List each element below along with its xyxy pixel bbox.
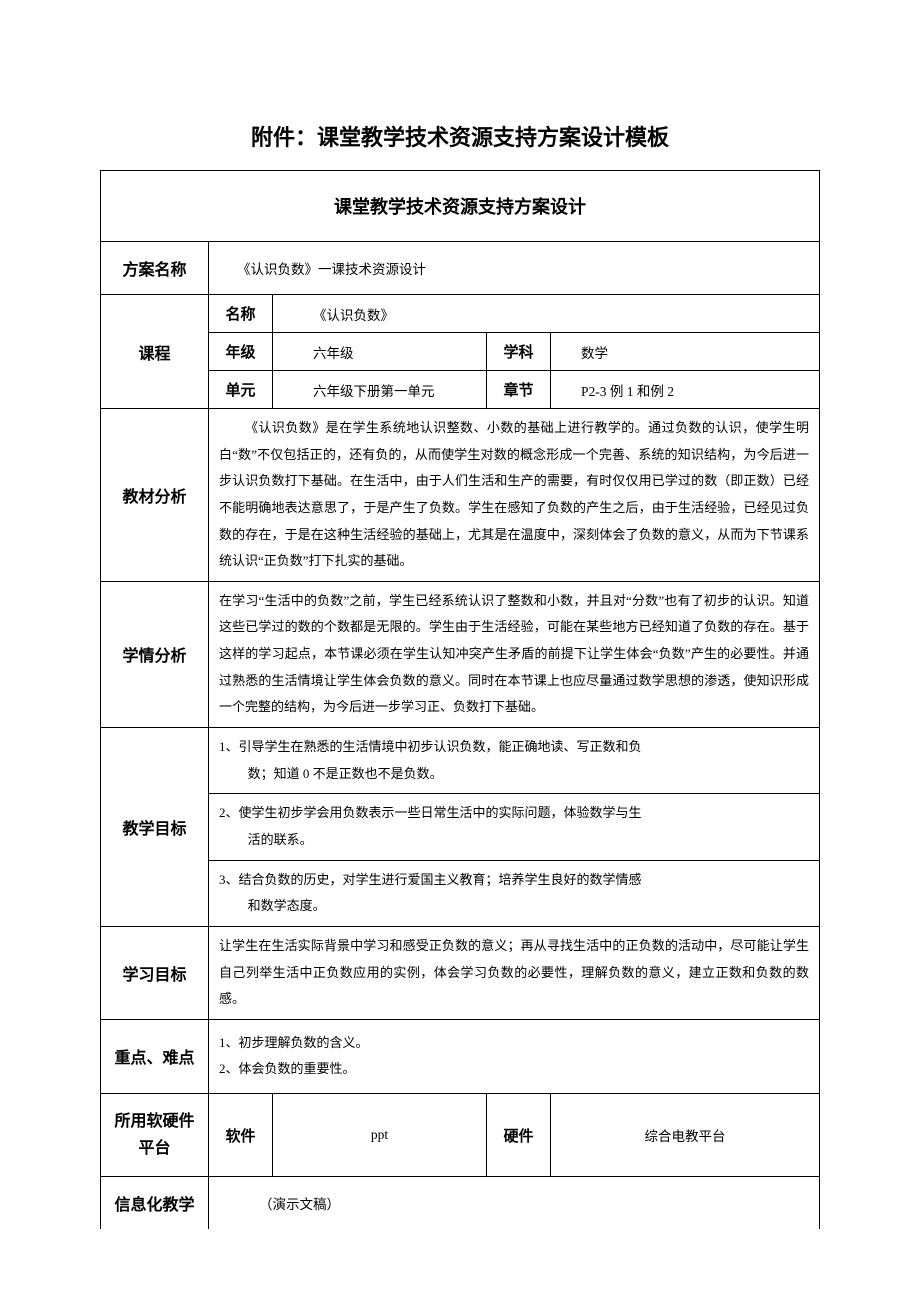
software-value: ppt: [273, 1094, 487, 1177]
hardware-label: 硬件: [487, 1094, 551, 1177]
plan-name-label: 方案名称: [101, 242, 209, 295]
teaching-goal-1: 1、引导学生在熟悉的生活情境中初步认识负数，能正确地读、写正数和负 数；知道 0…: [209, 728, 820, 794]
subject-label: 学科: [487, 333, 551, 371]
goal-3-sub: 和数学态度。: [219, 893, 809, 920]
goal-2-sub: 活的联系。: [219, 827, 809, 854]
page-title: 附件：课堂教学技术资源支持方案设计模板: [100, 120, 820, 152]
subject-value: 数学: [551, 333, 820, 371]
resources-value: （演示文稿）: [209, 1177, 820, 1230]
grade-value: 六年级: [273, 333, 487, 371]
resources-label: 信息化教学: [101, 1177, 209, 1230]
textbook-analysis-text: 《认识负数》是在学生系统地认识整数、小数的基础上进行教学的。通过负数的认识，使学…: [209, 409, 820, 582]
learning-goals-label: 学习目标: [101, 926, 209, 1019]
goal-1-sub: 数；知道 0 不是正数也不是负数。: [219, 761, 809, 788]
course-name-value: 《认识负数》: [273, 295, 820, 333]
platform-label: 所用软硬件平台: [101, 1094, 209, 1177]
hardware-value: 综合电教平台: [551, 1094, 820, 1177]
goal-2-main: 2、使学生初步学会用负数表示一些日常生活中的实际问题，体验数学与生: [219, 800, 809, 827]
unit-value: 六年级下册第一单元: [273, 371, 487, 409]
key-point-2: 2、体会负数的重要性。: [219, 1056, 809, 1083]
unit-label: 单元: [209, 371, 273, 409]
chapter-label: 章节: [487, 371, 551, 409]
grade-label: 年级: [209, 333, 273, 371]
software-label: 软件: [209, 1094, 273, 1177]
key-point-1: 1、初步理解负数的含义。: [219, 1030, 809, 1057]
textbook-analysis-label: 教材分析: [101, 409, 209, 582]
learning-goals-text: 让学生在生活实际背景中学习和感受正负数的意义；再从寻找生活中的正负数的活动中，尽…: [209, 926, 820, 1019]
chapter-value: P2-3 例 1 和例 2: [551, 371, 820, 409]
goal-1-main: 1、引导学生在熟悉的生活情境中初步认识负数，能正确地读、写正数和负: [219, 734, 809, 761]
teaching-goal-3: 3、结合负数的历史，对学生进行爱国主义教育；培养学生良好的数学情感 和数学态度。: [209, 860, 820, 926]
course-label: 课程: [101, 295, 209, 409]
teaching-goal-2: 2、使学生初步学会用负数表示一些日常生活中的实际问题，体验数学与生 活的联系。: [209, 794, 820, 860]
key-points-label: 重点、难点: [101, 1019, 209, 1093]
student-analysis-text: 在学习“生活中的负数”之前，学生已经系统认识了整数和小数，并且对“分数”也有了初…: [209, 581, 820, 727]
key-points-content: 1、初步理解负数的含义。 2、体会负数的重要性。: [209, 1019, 820, 1093]
section-header: 课堂教学技术资源支持方案设计: [101, 171, 820, 242]
course-name-label: 名称: [209, 295, 273, 333]
design-table: 课堂教学技术资源支持方案设计 方案名称 《认识负数》一课技术资源设计 课程 名称…: [100, 170, 820, 1229]
plan-name-value: 《认识负数》一课技术资源设计: [209, 242, 820, 295]
goal-3-main: 3、结合负数的历史，对学生进行爱国主义教育；培养学生良好的数学情感: [219, 867, 809, 894]
student-analysis-label: 学情分析: [101, 581, 209, 727]
teaching-goals-label: 教学目标: [101, 728, 209, 927]
